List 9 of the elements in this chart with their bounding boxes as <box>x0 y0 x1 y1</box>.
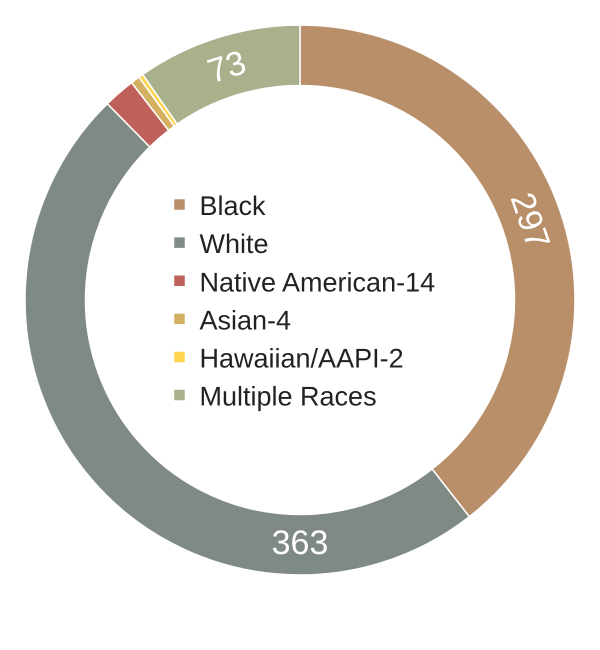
legend-label: Black <box>200 191 266 222</box>
legend-label: Multiple Races <box>200 382 377 412</box>
legend-label: Asian-4 <box>200 305 292 336</box>
legend-label: Native American-14 <box>200 267 436 298</box>
legend-label: White <box>200 229 269 260</box>
legend-label: Hawaiian/AAPI-2 <box>200 343 404 374</box>
data-label: 363 <box>272 524 328 562</box>
data-label: 297 <box>502 188 558 254</box>
data-label: 73 <box>203 43 251 92</box>
